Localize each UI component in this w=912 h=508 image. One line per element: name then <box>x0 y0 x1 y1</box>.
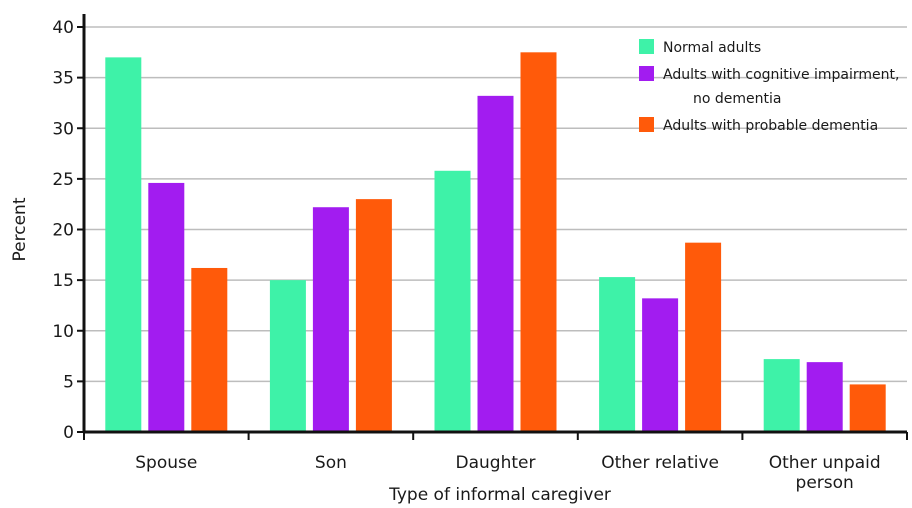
y-tick-label: 25 <box>52 170 74 190</box>
bar <box>105 57 142 432</box>
x-tick-label: Spouse <box>135 453 197 473</box>
bar <box>477 95 514 432</box>
x-tick-label: Daughter <box>456 453 536 473</box>
bar <box>763 359 800 432</box>
x-tick-label: Other relative <box>601 453 719 473</box>
bar <box>269 280 306 432</box>
legend: Normal adults Adults with cognitive impai… <box>639 39 899 134</box>
y-tick-label: 0 <box>63 423 74 443</box>
bar <box>355 199 392 432</box>
y-tick-label: 40 <box>52 18 74 38</box>
bar <box>520 52 557 432</box>
bar <box>642 298 679 432</box>
legend-swatch <box>639 39 654 54</box>
bar <box>434 170 471 432</box>
bar <box>849 384 886 432</box>
bar <box>806 362 843 432</box>
legend-label: Normal adults <box>663 40 761 56</box>
legend-swatch <box>639 117 654 132</box>
bar <box>312 207 349 432</box>
y-tick-label: 10 <box>52 322 74 342</box>
y-tick-label: 20 <box>52 221 74 241</box>
y-tick-label: 35 <box>52 69 74 89</box>
x-tick-label: Other unpaid person <box>769 453 881 493</box>
bar <box>599 277 636 432</box>
bar <box>148 182 185 432</box>
y-tick-labels: 0 5 10 15 20 25 30 35 40 <box>52 18 84 443</box>
y-tick-label: 5 <box>63 372 74 392</box>
y-tick-label: 30 <box>52 119 74 139</box>
legend-label: Adults with probable dementia <box>663 118 878 134</box>
bars <box>105 52 886 432</box>
legend-swatch <box>639 66 654 81</box>
bar <box>685 242 722 432</box>
x-category-labels: Spouse Son Daughter Other relative Other unp… <box>135 453 880 493</box>
x-tick-label: Son <box>315 453 347 473</box>
legend-label: Adults with cognitive impairment, no deme… <box>663 67 899 107</box>
x-tick-marks <box>83 432 908 440</box>
bar <box>191 267 228 432</box>
x-axis-title: Type of informal caregiver <box>388 485 611 505</box>
y-axis-title: Percent <box>10 197 30 261</box>
y-tick-label: 15 <box>52 271 74 291</box>
